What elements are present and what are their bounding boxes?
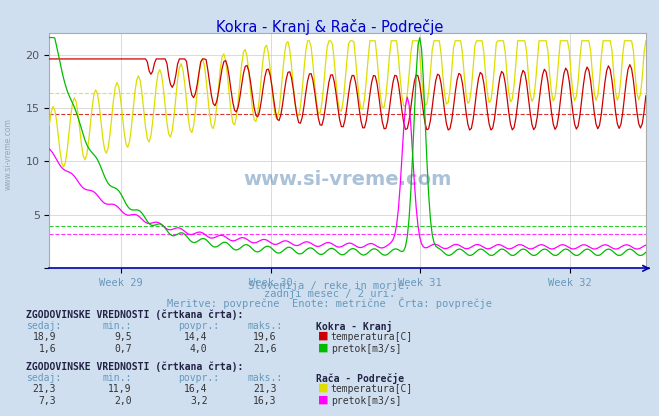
Text: Rača - Podrečje: Rača - Podrečje [316,373,405,384]
Text: 21,3: 21,3 [253,384,277,394]
Text: 18,9: 18,9 [32,332,56,342]
Text: maks.:: maks.: [247,373,282,383]
Text: 11,9: 11,9 [108,384,132,394]
Text: 2,0: 2,0 [114,396,132,406]
Text: Slovenija / reke in morje.: Slovenija / reke in morje. [248,281,411,291]
Text: sedaj:: sedaj: [26,321,61,331]
Text: temperatura[C]: temperatura[C] [331,332,413,342]
Text: pretok[m3/s]: pretok[m3/s] [331,344,401,354]
Text: 21,6: 21,6 [253,344,277,354]
Text: 16,4: 16,4 [184,384,208,394]
Text: 14,4: 14,4 [184,332,208,342]
Text: pretok[m3/s]: pretok[m3/s] [331,396,401,406]
Text: zadnji mesec / 2 uri.: zadnji mesec / 2 uri. [264,289,395,299]
Text: temperatura[C]: temperatura[C] [331,384,413,394]
Text: povpr.:: povpr.: [178,321,219,331]
Text: Kokra - Kranj & Rača - Podrečje: Kokra - Kranj & Rača - Podrečje [215,19,444,35]
Text: ZGODOVINSKE VREDNOSTI (črtkana črta):: ZGODOVINSKE VREDNOSTI (črtkana črta): [26,310,244,320]
Text: 4,0: 4,0 [190,344,208,354]
Text: povpr.:: povpr.: [178,373,219,383]
Text: Meritve: povprečne  Enote: metrične  Črta: povprečje: Meritve: povprečne Enote: metrične Črta:… [167,297,492,310]
Text: Kokra - Kranj: Kokra - Kranj [316,321,393,332]
Text: ■: ■ [318,331,328,341]
Text: www.si-vreme.com: www.si-vreme.com [3,118,13,190]
Text: 21,3: 21,3 [32,384,56,394]
Text: 3,2: 3,2 [190,396,208,406]
Text: ■: ■ [318,342,328,352]
Text: www.si-vreme.com: www.si-vreme.com [243,169,452,188]
Text: min.:: min.: [102,321,132,331]
Text: min.:: min.: [102,373,132,383]
Text: 0,7: 0,7 [114,344,132,354]
Text: 9,5: 9,5 [114,332,132,342]
Text: sedaj:: sedaj: [26,373,61,383]
Text: ZGODOVINSKE VREDNOSTI (črtkana črta):: ZGODOVINSKE VREDNOSTI (črtkana črta): [26,362,244,372]
Text: 19,6: 19,6 [253,332,277,342]
Text: 1,6: 1,6 [38,344,56,354]
Text: ■: ■ [318,394,328,404]
Text: 16,3: 16,3 [253,396,277,406]
Text: 7,3: 7,3 [38,396,56,406]
Text: ■: ■ [318,383,328,393]
Text: maks.:: maks.: [247,321,282,331]
